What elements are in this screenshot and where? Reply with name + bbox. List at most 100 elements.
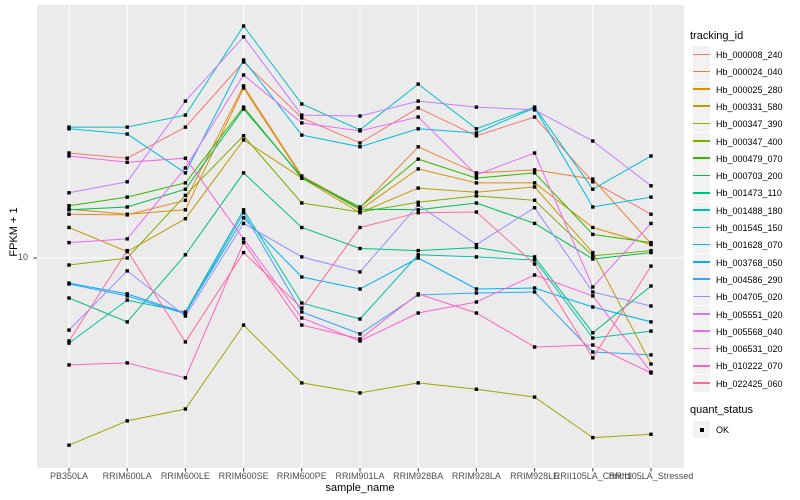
legend-key-line-icon bbox=[693, 288, 710, 306]
data-point bbox=[649, 371, 653, 375]
legend-key-color-line bbox=[693, 174, 710, 177]
data-point bbox=[300, 102, 304, 106]
data-point bbox=[416, 167, 420, 171]
data-point bbox=[358, 141, 362, 145]
data-point bbox=[416, 381, 420, 385]
data-point bbox=[649, 432, 653, 436]
data-point bbox=[416, 256, 420, 260]
data-point bbox=[532, 395, 537, 399]
legend-key-color-line bbox=[693, 105, 710, 108]
data-point bbox=[532, 198, 537, 202]
data-point bbox=[474, 255, 479, 259]
legend-title-tracking: tracking_id bbox=[690, 30, 744, 42]
data-point bbox=[125, 205, 129, 209]
data-point bbox=[649, 212, 653, 216]
data-point bbox=[474, 134, 479, 138]
legend-key-line-icon bbox=[693, 184, 710, 202]
data-point bbox=[125, 156, 129, 160]
data-point bbox=[416, 82, 420, 86]
data-point bbox=[183, 217, 188, 221]
data-point bbox=[241, 35, 246, 39]
legend-key-color-line bbox=[693, 140, 710, 142]
y-axis-title: FPKM + 1 bbox=[8, 207, 20, 257]
data-point bbox=[125, 269, 129, 273]
data-point bbox=[183, 166, 188, 170]
legend-item-label: Hb_001488_180 bbox=[716, 205, 783, 216]
data-point bbox=[591, 343, 595, 347]
data-point bbox=[241, 211, 246, 215]
legend-key-line-icon bbox=[693, 149, 710, 167]
data-point bbox=[125, 132, 129, 136]
legend-key-line-icon bbox=[693, 357, 710, 375]
data-point bbox=[241, 105, 246, 109]
data-point bbox=[532, 185, 537, 189]
data-point bbox=[67, 151, 71, 155]
data-point bbox=[358, 317, 362, 321]
legend-item-label: Hb_003768_050 bbox=[716, 257, 783, 268]
data-point bbox=[183, 99, 188, 103]
data-point bbox=[125, 320, 129, 324]
data-point bbox=[241, 221, 246, 226]
data-point bbox=[183, 171, 188, 175]
data-point bbox=[649, 195, 653, 199]
data-point bbox=[300, 113, 304, 117]
legend-key-color-line bbox=[693, 53, 710, 56]
data-point bbox=[241, 208, 246, 212]
data-point bbox=[241, 216, 246, 220]
data-point bbox=[241, 58, 246, 62]
legend-item-label: Hb_000025_280 bbox=[716, 84, 783, 95]
legend-key-color-line bbox=[693, 122, 710, 125]
data-point bbox=[416, 106, 420, 110]
legend-key-color-line bbox=[693, 226, 710, 229]
data-point bbox=[416, 157, 420, 161]
data-point bbox=[300, 201, 304, 205]
legend-key-line-icon bbox=[693, 167, 710, 185]
data-point bbox=[649, 320, 653, 324]
data-point bbox=[532, 262, 537, 266]
data-point bbox=[358, 270, 362, 274]
legend-item-label: Hb_006531_020 bbox=[716, 344, 783, 355]
data-point bbox=[67, 154, 71, 158]
legend-key-line-icon bbox=[693, 63, 710, 81]
data-point bbox=[416, 115, 420, 119]
x-tick-label: RRIM600LA bbox=[102, 471, 152, 481]
data-point bbox=[300, 133, 304, 137]
data-point bbox=[300, 301, 304, 305]
data-point bbox=[183, 376, 188, 380]
legend-key-color-line bbox=[693, 278, 710, 281]
x-tick-label: RRIM928BA bbox=[393, 471, 444, 481]
data-point bbox=[532, 181, 537, 185]
data-point bbox=[358, 225, 362, 230]
x-tick-label: PB350LA bbox=[49, 471, 89, 481]
x-tick-label: RRIM901LA bbox=[335, 471, 385, 481]
data-point bbox=[532, 345, 537, 349]
data-point bbox=[591, 294, 595, 298]
x-tick-label: RRIM600SE bbox=[218, 471, 269, 481]
data-point bbox=[183, 113, 188, 117]
data-point bbox=[358, 287, 362, 291]
legend-item-label: Hb_004586_290 bbox=[716, 274, 783, 285]
data-point bbox=[300, 175, 304, 179]
x-tick-label: RRII105LA_Stressed bbox=[608, 471, 694, 481]
data-point bbox=[649, 240, 653, 245]
legend-key-color-line bbox=[693, 330, 710, 332]
data-point bbox=[474, 127, 479, 131]
data-point bbox=[416, 99, 420, 103]
data-point bbox=[474, 201, 479, 205]
data-point bbox=[474, 242, 479, 247]
data-point bbox=[532, 151, 537, 155]
data-point bbox=[591, 177, 595, 181]
data-point bbox=[591, 180, 595, 184]
data-point bbox=[358, 114, 362, 118]
legend-key-color-line bbox=[693, 157, 710, 159]
data-point bbox=[532, 273, 537, 277]
data-point bbox=[67, 263, 71, 267]
data-point bbox=[532, 258, 537, 262]
legend-key-line-icon bbox=[693, 340, 710, 358]
legend-key-line-icon bbox=[693, 374, 710, 392]
data-point bbox=[649, 284, 653, 288]
legend-key-line-icon bbox=[693, 322, 710, 340]
x-tick-label: RRIM600PE bbox=[276, 471, 327, 481]
